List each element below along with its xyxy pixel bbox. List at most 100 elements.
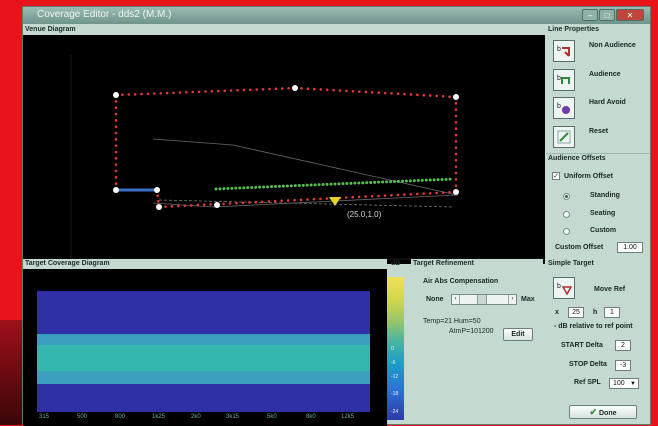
reset-button[interactable] [553, 126, 575, 148]
non-audience-dot [403, 193, 406, 196]
non-audience-dot [416, 93, 419, 97]
ref-spl-select[interactable]: 100 ▼ [609, 378, 639, 389]
non-audience-dot [114, 119, 118, 122]
colorbar-label: -24 [391, 409, 399, 415]
non-audience-dot [428, 192, 432, 195]
non-audience-button[interactable]: b [553, 40, 575, 62]
edit-button[interactable]: Edit [503, 328, 533, 341]
vertex-handle [214, 202, 220, 208]
non-audience-dot [383, 91, 387, 95]
standing-label: Standing [590, 192, 620, 199]
non-audience-dot [364, 195, 367, 198]
x-tick: 3k15 [226, 414, 240, 420]
venue-diagram-title: Venue Diagram [23, 25, 545, 35]
standing-radio[interactable] [563, 193, 570, 200]
non-audience-dot [236, 88, 239, 92]
audience-icon: b [557, 75, 570, 84]
ref-spl-value: 100 [613, 380, 625, 387]
non-audience-dot [409, 93, 413, 96]
audience-dot [337, 182, 341, 186]
non-audience-dot [235, 201, 238, 205]
audience-dot [226, 187, 230, 190]
slider-left-arrow[interactable]: ‹ [452, 295, 460, 304]
non-audience-dot [114, 169, 118, 173]
non-audience-dot [204, 90, 207, 93]
hard-avoid-icon: b [557, 103, 570, 114]
svg-text:b: b [557, 75, 561, 82]
non-audience-dot [114, 150, 118, 154]
close-button[interactable]: ✕ [616, 9, 644, 21]
audience-dot [361, 181, 365, 185]
non-audience-dot [358, 90, 361, 93]
x-tick: 1k25 [152, 414, 166, 420]
non-audience-dot [189, 204, 193, 207]
audience-dot [369, 181, 373, 184]
hard-avoid-button[interactable]: b [553, 97, 575, 119]
reset-label: Reset [589, 128, 609, 135]
non-audience-dot [280, 87, 284, 90]
audience-button[interactable]: b [553, 69, 575, 91]
audience-dot [309, 183, 313, 187]
slider-thumb[interactable] [477, 295, 488, 304]
svg-text:b: b [557, 283, 561, 290]
audience-dot [274, 185, 277, 188]
audience-dot [270, 185, 274, 189]
custom-radio[interactable] [563, 228, 570, 235]
background-right [651, 0, 658, 425]
done-button[interactable]: ✔ Done [569, 405, 637, 419]
non-audience-dot [428, 94, 432, 97]
non-audience-dot [325, 197, 329, 200]
non-audience-dot [185, 90, 188, 94]
x-tick: 5k0 [267, 414, 277, 420]
non-audience-dot [114, 176, 118, 179]
h-input[interactable]: 1 [604, 307, 620, 318]
audience-offsets-title: Audience Offsets [546, 153, 650, 163]
move-ref-button[interactable]: b [553, 277, 575, 299]
title-bar[interactable]: Coverage Editor - dds2 (M.M.) – □ ✕ [23, 7, 650, 24]
non-audience-dot [435, 191, 438, 195]
non-audience-dot [454, 140, 458, 143]
stop-delta-input[interactable]: -3 [615, 360, 631, 371]
background-shadow [0, 320, 24, 425]
chevron-down-icon: ▼ [630, 381, 636, 387]
non-audience-dot [396, 193, 400, 197]
custom-offset-input[interactable]: 1.00 [617, 242, 643, 253]
audience-dot [389, 180, 393, 184]
start-delta-input[interactable]: 2 [615, 340, 631, 351]
colorbar-label: -18 [391, 391, 399, 397]
audience-dot [412, 179, 416, 183]
colorbar-label: 0 [391, 346, 394, 352]
audience-dot [242, 186, 246, 190]
colorbar-unit: dB [391, 260, 401, 267]
maximize-button[interactable]: □ [599, 9, 615, 21]
air-abs-slider[interactable]: ‹ › [451, 294, 517, 305]
slider-right-arrow[interactable]: › [508, 295, 516, 304]
vertex-handle [113, 187, 119, 193]
uniform-offset-checkbox[interactable]: ✓ [552, 172, 560, 180]
non-audience-label: Non Audience [589, 42, 636, 49]
x-input[interactable]: 25 [568, 307, 584, 318]
non-audience-dot [273, 199, 277, 203]
audience-dot [428, 178, 432, 182]
move-ref-label: Move Ref [594, 286, 626, 293]
audience-dot [416, 179, 420, 182]
non-audience-dot [210, 89, 214, 93]
move-ref-icon: b [557, 283, 572, 296]
venue-canvas[interactable] [23, 35, 545, 264]
audience-dot [262, 185, 266, 189]
boundary-dots [113, 85, 459, 210]
non-audience-dot [114, 163, 118, 166]
non-audience-dot [223, 89, 226, 93]
audience-dot [377, 180, 381, 184]
audience-dot [321, 183, 325, 186]
non-audience-dot [351, 89, 355, 93]
venue-diagram[interactable]: (25.0,1.0) [23, 35, 545, 264]
non-audience-dot [229, 89, 233, 92]
audience-dot [393, 180, 396, 183]
non-audience-dot [114, 100, 118, 103]
target-coverage-diagram[interactable]: 315 500 800 1k25 2k0 3k15 5k0 8k0 12k5 [23, 269, 387, 426]
non-audience-dot [403, 92, 406, 96]
minimize-button[interactable]: – [582, 9, 598, 21]
seating-radio[interactable] [563, 211, 570, 218]
non-audience-dot [280, 199, 283, 203]
